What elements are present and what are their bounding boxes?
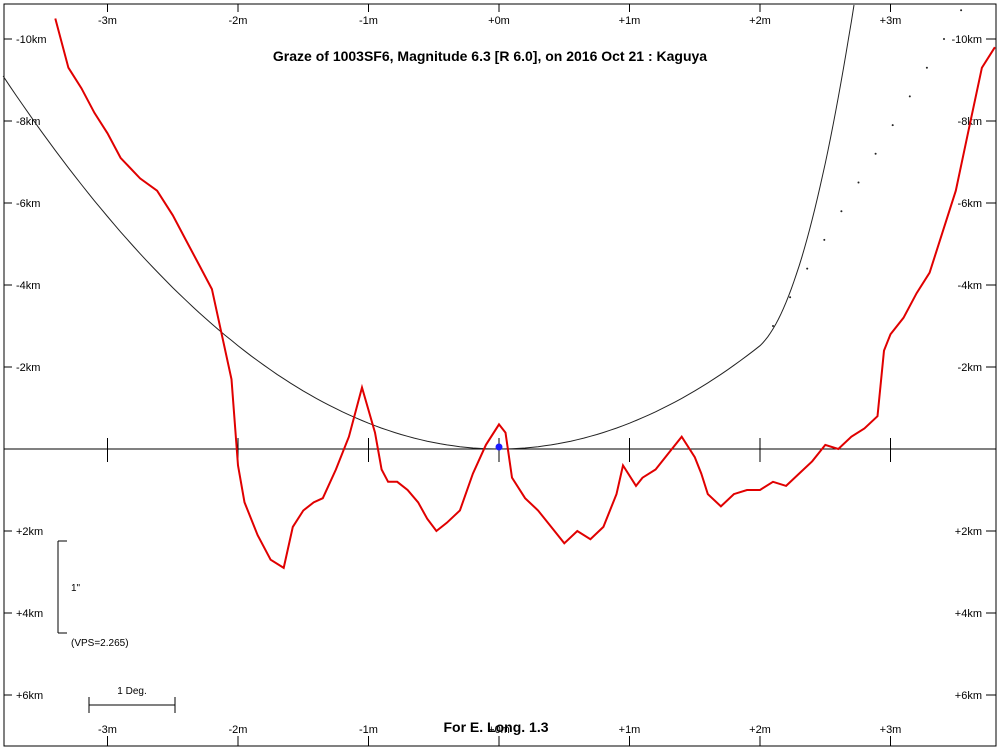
y-tick-label-right: -6km — [958, 198, 982, 210]
axis-tick-labels: -3m -3m -2m -2m -1m -1m +0m +0m +1m +1m +2m +2m +3m +… — [16, 15, 982, 736]
curve-dot — [891, 124, 894, 127]
graze-center-marker — [495, 443, 503, 451]
x-tick-label-top: +1m — [619, 15, 641, 27]
x-tick-label-bottom: +3m — [880, 724, 902, 736]
curve-dot — [960, 9, 963, 12]
x-tick-label-top: -3m — [98, 15, 117, 27]
y-tick-label-right: +6km — [955, 690, 982, 702]
x-tick-label-top: +0m — [488, 15, 510, 27]
vertical-scale-bar: 1" — [57, 540, 81, 634]
y-tick-label-right: -2km — [958, 362, 982, 374]
plot-frame — [3, 3, 997, 747]
horizontal-scale-bar: 1 Deg. — [88, 686, 176, 713]
longitude-footer: For E. Long. 1.3 — [443, 719, 548, 735]
y-tick-label-left: +6km — [16, 690, 43, 702]
x-tick-label-bottom: +1m — [619, 724, 641, 736]
y-tick-label-right: +4km — [955, 608, 982, 620]
chart-title: Graze of 1003SF6, Magnitude 6.3 [R 6.0],… — [273, 48, 707, 64]
curve-dot — [908, 95, 911, 98]
y-tick-label-left: -6km — [16, 198, 40, 210]
curve-dot — [789, 296, 792, 299]
curve-dot — [806, 267, 809, 270]
degree-scale-label: 1 Deg. — [117, 686, 146, 697]
y-tick-label-left: -4km — [16, 280, 40, 292]
y-tick-label-right: -10km — [951, 34, 982, 46]
vps-label: (VPS=2.265) — [71, 638, 129, 649]
x-tick-label-bottom: -1m — [359, 724, 378, 736]
x-tick-label-bottom: -2m — [229, 724, 248, 736]
y-tick-label-left: +2km — [16, 526, 43, 538]
curve-dot — [857, 181, 860, 184]
limb-profile-line — [54, 18, 996, 570]
x-tick-label-bottom: +2m — [749, 724, 771, 736]
scale-bar-arcsec-label: 1" — [71, 583, 81, 594]
y-tick-label-right: +2km — [955, 526, 982, 538]
curve-dot — [943, 38, 945, 40]
y-tick-label-right: -4km — [958, 280, 982, 292]
x-tick-label-top: -1m — [359, 15, 378, 27]
curve-dot — [823, 238, 826, 241]
dotted-curve-extension — [772, 9, 963, 327]
x-tick-label-top: -2m — [229, 15, 248, 27]
x-tick-label-top: +2m — [749, 15, 771, 27]
axis-ticks — [4, 4, 996, 746]
curve-dot — [925, 66, 928, 69]
y-tick-label-left: -10km — [16, 34, 47, 46]
y-tick-label-left: -2km — [16, 362, 40, 374]
x-tick-label-bottom: -3m — [98, 724, 117, 736]
curve-dot — [840, 210, 843, 213]
y-tick-label-left: +4km — [16, 608, 43, 620]
x-tick-label-bottom: +0m — [488, 724, 510, 736]
curve-dot — [772, 325, 774, 327]
y-tick-label-left: -8km — [16, 116, 40, 128]
x-tick-label-top: +3m — [880, 15, 902, 27]
curve-dot — [874, 152, 877, 155]
